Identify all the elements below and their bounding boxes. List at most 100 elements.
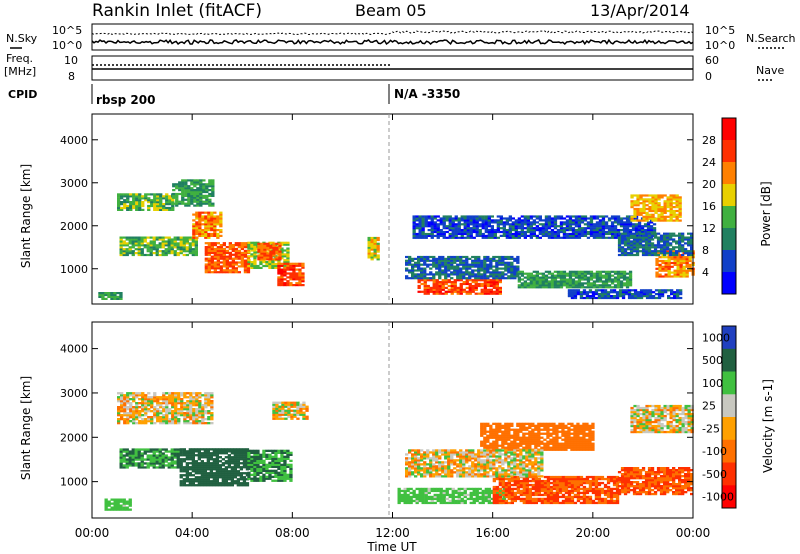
heatmap-cell: [609, 291, 614, 294]
heatmap-cell: [517, 225, 521, 228]
heatmap-cell: [225, 265, 229, 268]
heatmap-cell: [150, 404, 154, 407]
heatmap-cell: [541, 232, 545, 236]
heatmap-cell: [667, 265, 671, 268]
heatmap-cell: [568, 236, 573, 239]
date-label: 13/Apr/2014: [590, 1, 690, 20]
heatmap-cell: [648, 296, 653, 300]
heatmap-cell: [250, 457, 254, 460]
heatmap-cell: [438, 284, 442, 288]
heatmap-cell: [253, 477, 257, 480]
heatmap-cell: [406, 487, 410, 491]
heatmap-cell: [278, 401, 282, 404]
heatmap-cell: [263, 252, 267, 255]
heatmap-cell: [535, 270, 539, 273]
heatmap-cell: [672, 209, 676, 213]
heatmap-cell: [266, 258, 270, 261]
heatmap-cell: [184, 179, 188, 182]
heatmap-cell: [409, 495, 413, 499]
heatmap-cell: [165, 416, 169, 419]
heatmap-cell: [150, 410, 154, 413]
heatmap-cell: [444, 290, 448, 293]
heatmap-cell: [498, 279, 502, 282]
heatmap-cell: [424, 497, 428, 501]
noise-search-label: N.Search: [746, 32, 796, 45]
heatmap-cell: [517, 276, 521, 279]
heatmap-cell: [210, 225, 214, 228]
heatmap-cell: [184, 190, 188, 194]
heatmap-cell: [571, 274, 576, 277]
heatmap-cell: [586, 270, 591, 273]
heatmap-cell: [513, 273, 517, 276]
heatmap-cell: [141, 422, 145, 425]
heatmap-cell: [120, 416, 124, 419]
heatmap-cell: [280, 272, 284, 275]
heatmap-cell: [263, 258, 267, 261]
heatmap-cell: [663, 244, 667, 247]
heatmap-cell: [451, 230, 455, 234]
heatmap-cell: [648, 194, 652, 197]
heatmap-cell: [498, 286, 502, 289]
heatmap-cell: [687, 253, 691, 257]
heatmap-cell: [629, 246, 634, 249]
heatmap-cell: [644, 234, 649, 237]
heatmap-cell: [444, 279, 448, 282]
heatmap-cell: [275, 405, 279, 408]
heatmap-cell: [636, 196, 640, 199]
heatmap-cell: [200, 472, 204, 475]
heatmap-cell: [153, 406, 157, 409]
heatmap-cell: [492, 286, 496, 289]
heatmap-cell: [237, 242, 241, 245]
heatmap-cell: [480, 261, 484, 264]
heatmap-cell: [675, 198, 679, 201]
heatmap-cell: [690, 240, 694, 243]
heatmap-cell: [544, 219, 549, 222]
heatmap-cell: [216, 255, 220, 258]
heatmap-cell: [586, 225, 591, 228]
heatmap-cell: [529, 278, 533, 281]
heatmap-cell: [514, 219, 518, 222]
heatmap-cell: [656, 253, 661, 257]
heatmap-cell: [460, 232, 464, 236]
heatmap-cell: [477, 261, 481, 264]
heatmap-cell: [204, 410, 208, 413]
heatmap-cell: [417, 277, 421, 280]
noise-traces: [91, 30, 694, 46]
heatmap-cell: [595, 215, 600, 218]
heatmap-cell: [237, 265, 241, 268]
heatmap-cell: [636, 295, 641, 298]
heatmap-cell: [200, 468, 204, 471]
heatmap-cell: [492, 282, 496, 286]
heatmap-cell: [135, 208, 139, 211]
heatmap-cell: [513, 259, 517, 262]
heatmap-cell: [633, 289, 638, 292]
heatmap-cell: [143, 458, 147, 461]
heatmap-cell: [376, 256, 380, 259]
heatmap-cell: [417, 290, 421, 293]
heatmap-cell: [673, 256, 677, 259]
heatmap-cell: [594, 293, 599, 296]
heatmap-cell: [480, 277, 484, 280]
heatmap-cell: [211, 194, 215, 197]
heatmap-cell: [559, 221, 564, 224]
heatmap-cell: [486, 255, 490, 259]
heatmap-cell: [427, 225, 431, 228]
heatmap-cell: [221, 448, 225, 451]
heatmap-cell: [221, 450, 225, 453]
heatmap-cell: [224, 462, 228, 465]
heatmap-cell: [565, 284, 570, 287]
heatmap-cell: [272, 409, 276, 412]
heatmap-cell: [132, 392, 136, 395]
heatmap-cell: [651, 291, 656, 294]
heatmap-cell: [622, 223, 627, 226]
heatmap-cell: [432, 261, 436, 264]
heatmap-cell: [613, 229, 618, 232]
heatmap-cell: [589, 221, 594, 224]
heatmap-cell: [177, 414, 181, 417]
heatmap-cell: [640, 229, 645, 232]
heatmap-cell: [234, 263, 238, 266]
heatmap-cell: [171, 392, 175, 395]
heatmap-cell: [228, 263, 232, 266]
heatmap-cell: [165, 404, 169, 407]
heatmap-cell: [661, 256, 665, 259]
